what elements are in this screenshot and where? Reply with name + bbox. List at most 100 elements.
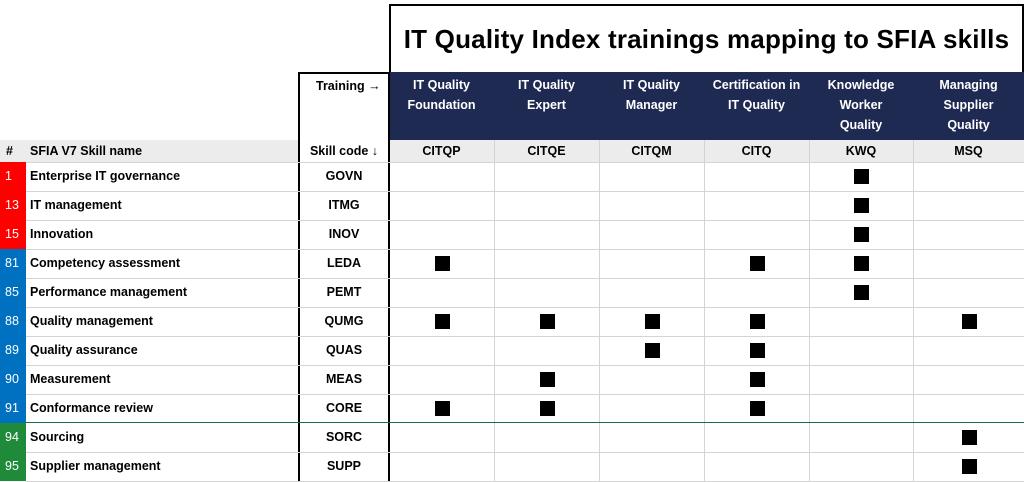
skill-code: QUMG [324,314,364,328]
training-name: IT Quality Expert [494,72,599,140]
table-title-box: IT Quality Index trainings mapping to SF… [389,4,1024,72]
mapping-mark [540,401,555,416]
skill-code: SUPP [326,459,362,473]
skill-number: 15 [0,220,26,249]
skill-code: PEMT [326,285,362,299]
mapping-mark [962,459,977,474]
mapping-mark [540,372,555,387]
mapping-mark [750,372,765,387]
skill-number: 90 [0,365,26,394]
skill-number: 95 [0,452,26,481]
skill-code: GOVN [325,169,363,183]
training-name-line: Quality [947,118,990,132]
training-name-line: Supplier [943,98,994,112]
training-label-box: Training → [298,72,390,162]
skill-code: QUAS [325,343,363,357]
skill-number: 88 [0,307,26,336]
skill-code-column [298,140,390,482]
mapping-mark [435,314,450,329]
skill-name: IT management [30,198,122,212]
grid-vline [494,140,495,482]
mapping-mark [750,314,765,329]
grid-hline [26,162,1024,163]
training-name-line: Foundation [407,98,476,112]
grid-hline [26,220,1024,221]
skill-code: INOV [328,227,360,241]
mapping-mark [435,401,450,416]
mapping-mark [962,430,977,445]
mapping-mark [854,227,869,242]
skill-code: MEAS [325,372,363,386]
skill-number: 85 [0,278,26,307]
skill-code: SORC [325,430,363,444]
skill-name: Measurement [30,372,111,386]
training-name-line: Manager [625,98,678,112]
mapping-mark [962,314,977,329]
mapping-mark [645,314,660,329]
mapping-mark [854,198,869,213]
skill-name: Performance management [30,285,188,299]
training-name: Certification in IT Quality [704,72,809,140]
table-title: IT Quality Index trainings mapping to SF… [403,23,1010,54]
skill-name: Competency assessment [30,256,181,270]
training-name-line: Certification in [712,78,801,92]
grid-hline [26,249,1024,250]
grid-vline [809,140,810,482]
section-divider [0,422,1024,423]
training-code: CITQP [422,144,461,158]
code-header-row [0,140,1024,162]
skill-number: 13 [0,191,26,220]
training-name: IT Quality Manager [599,72,704,140]
training-code: KWQ [845,144,877,158]
skill-code-header: Skill code ↓ [309,144,379,158]
grid-hline [26,278,1024,279]
skill-name: Innovation [30,227,94,241]
training-name-line: Worker [839,98,883,112]
grid-hline [26,452,1024,453]
training-code: CITQE [527,144,566,158]
skill-code: CORE [325,401,363,415]
training-code: MSQ [954,144,983,158]
training-label: Training → [316,79,381,93]
training-code: CITQ [741,144,772,158]
skill-name: Enterprise IT governance [30,169,181,183]
training-header-band [389,72,1024,140]
skill-number: 91 [0,394,26,423]
training-name-line: Expert [527,98,566,112]
skill-code: ITMG [328,198,360,212]
num-header: # [6,144,13,158]
skill-name: Sourcing [30,430,85,444]
grid-hline [26,307,1024,308]
grid-hline [26,336,1024,337]
skill-name: Conformance review [30,401,153,415]
training-name: Knowledge Worker Quality [809,72,913,140]
mapping-mark [540,314,555,329]
grid-vline [704,140,705,482]
skill-number: 94 [0,423,26,452]
skill-number: 81 [0,249,26,278]
skill-name: Supplier management [30,459,161,473]
training-name-line: IT Quality [623,78,680,92]
training-name-line: IT Quality [413,78,470,92]
grid-hline [26,394,1024,395]
mapping-mark [750,343,765,358]
skill-name: Quality management [30,314,153,328]
mapping-mark [645,343,660,358]
mapping-mark [435,256,450,271]
mapping-mark [854,256,869,271]
skill-number: 89 [0,336,26,365]
mapping-mark [854,169,869,184]
mapping-mark [854,285,869,300]
training-name: IT Quality Foundation [389,72,494,140]
skill-code: LEDA [326,256,362,270]
skill-name: Quality assurance [30,343,138,357]
training-name-line: IT Quality [518,78,575,92]
training-name-line: Knowledge [827,78,895,92]
skill-name-header: SFIA V7 Skill name [30,144,143,158]
training-name-line: IT Quality [728,98,785,112]
grid-hline [26,191,1024,192]
grid-vline [913,140,914,482]
training-name-line: Quality [839,118,883,132]
training-code: CITQM [631,144,672,158]
grid-hline [26,365,1024,366]
